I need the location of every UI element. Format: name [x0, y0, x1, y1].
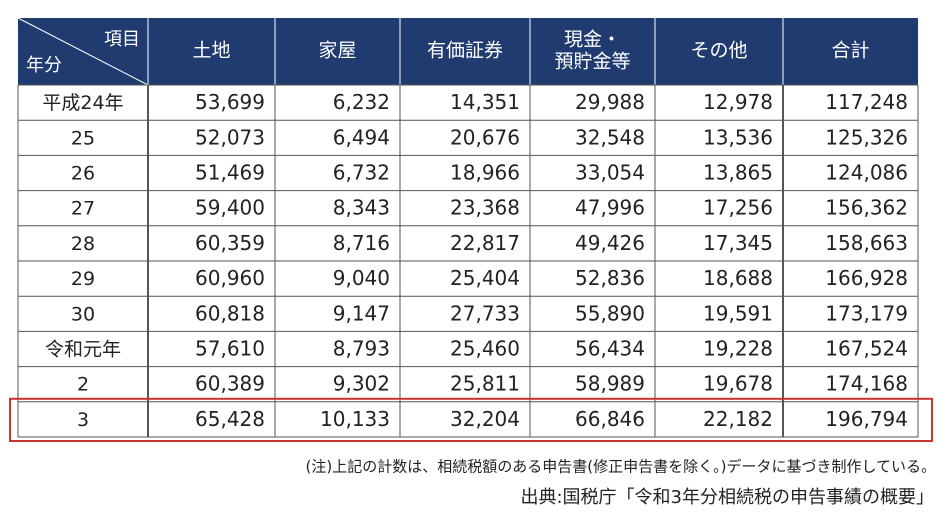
cell-value: 174,168	[825, 372, 908, 396]
row-label: 25	[71, 127, 95, 149]
column-header: 預貯金等	[554, 51, 630, 73]
cell-value: 60,359	[195, 231, 265, 255]
cell-value: 32,548	[575, 125, 645, 149]
cell-value: 6,232	[333, 90, 390, 114]
cell-value: 25,404	[450, 266, 520, 290]
cell-value: 166,928	[825, 266, 908, 290]
cell-value: 14,351	[450, 90, 520, 114]
cell-value: 22,182	[703, 407, 773, 431]
row-label: 3	[77, 409, 89, 431]
cell-value: 13,536	[703, 125, 773, 149]
cell-value: 27,733	[450, 301, 520, 325]
column-header: 土地	[192, 40, 230, 62]
cell-value: 19,228	[703, 337, 773, 361]
corner-top: 項目	[104, 29, 140, 50]
row-label: 30	[71, 303, 95, 325]
cell-value: 167,524	[825, 337, 908, 361]
column-header: その他	[690, 40, 747, 62]
cell-value: 125,326	[825, 125, 908, 149]
cell-value: 19,591	[703, 301, 773, 325]
cell-value: 29,988	[575, 90, 645, 114]
cell-value: 10,133	[320, 407, 390, 431]
cell-value: 17,256	[703, 196, 773, 220]
cell-value: 33,054	[575, 161, 645, 185]
cell-value: 25,811	[450, 372, 520, 396]
source: 出典:国税庁「令和3年分相続税の申告事績の概要」	[520, 487, 934, 508]
cell-value: 52,073	[195, 125, 265, 149]
cell-value: 66,846	[575, 407, 645, 431]
cell-value: 23,368	[450, 196, 520, 220]
cell-value: 60,389	[195, 372, 265, 396]
cell-value: 196,794	[825, 407, 908, 431]
cell-value: 8,343	[333, 196, 390, 220]
row-label: 29	[71, 268, 95, 290]
cell-value: 12,978	[703, 90, 773, 114]
cell-value: 8,793	[333, 337, 390, 361]
row-label: 27	[71, 198, 95, 220]
row-label: 2	[77, 374, 89, 396]
row-label: 平成24年	[42, 92, 123, 114]
highlight-box	[9, 397, 933, 442]
row-label: 令和元年	[45, 339, 121, 361]
cell-value: 52,836	[575, 266, 645, 290]
column-header: 有価証券	[427, 40, 503, 62]
header-bg	[18, 18, 918, 85]
cell-value: 25,460	[450, 337, 520, 361]
cell-value: 60,960	[195, 266, 265, 290]
cell-value: 20,676	[450, 125, 520, 149]
cell-value: 124,086	[825, 161, 908, 185]
cell-value: 19,678	[703, 372, 773, 396]
column-header: 現金・	[564, 29, 621, 51]
column-header: 合計	[831, 40, 869, 62]
cell-value: 173,179	[825, 301, 908, 325]
cell-value: 32,204	[450, 407, 520, 431]
cell-value: 8,716	[333, 231, 390, 255]
cell-value: 17,345	[703, 231, 773, 255]
cell-value: 53,699	[195, 90, 265, 114]
note: (注)上記の計数は、相続税額のある申告書(修正申告書を除く。)データに基づき制作…	[306, 458, 936, 476]
cell-value: 9,040	[333, 266, 390, 290]
cell-value: 57,610	[195, 337, 265, 361]
cell-value: 58,989	[575, 372, 645, 396]
corner-diagonal	[17, 17, 149, 86]
cell-value: 156,362	[825, 196, 908, 220]
row-label: 26	[71, 163, 95, 185]
cell-value: 51,469	[195, 161, 265, 185]
cell-value: 9,302	[333, 372, 390, 396]
cell-value: 9,147	[333, 301, 390, 325]
cell-value: 158,663	[825, 231, 908, 255]
cell-value: 49,426	[575, 231, 645, 255]
cell-value: 6,732	[333, 161, 390, 185]
row-label: 28	[71, 233, 95, 255]
cell-value: 18,688	[703, 266, 773, 290]
cell-value: 65,428	[195, 407, 265, 431]
cell-value: 13,865	[703, 161, 773, 185]
cell-value: 22,817	[450, 231, 520, 255]
cell-value: 47,996	[575, 196, 645, 220]
cell-value: 56,434	[575, 337, 645, 361]
cell-value: 117,248	[825, 90, 908, 114]
cell-value: 59,400	[195, 196, 265, 220]
cell-value: 6,494	[333, 125, 390, 149]
cell-value: 18,966	[450, 161, 520, 185]
cell-value: 60,818	[195, 301, 265, 325]
cell-value: 55,890	[575, 301, 645, 325]
column-header: 家屋	[318, 40, 356, 62]
corner-bottom: 年分	[26, 55, 62, 76]
